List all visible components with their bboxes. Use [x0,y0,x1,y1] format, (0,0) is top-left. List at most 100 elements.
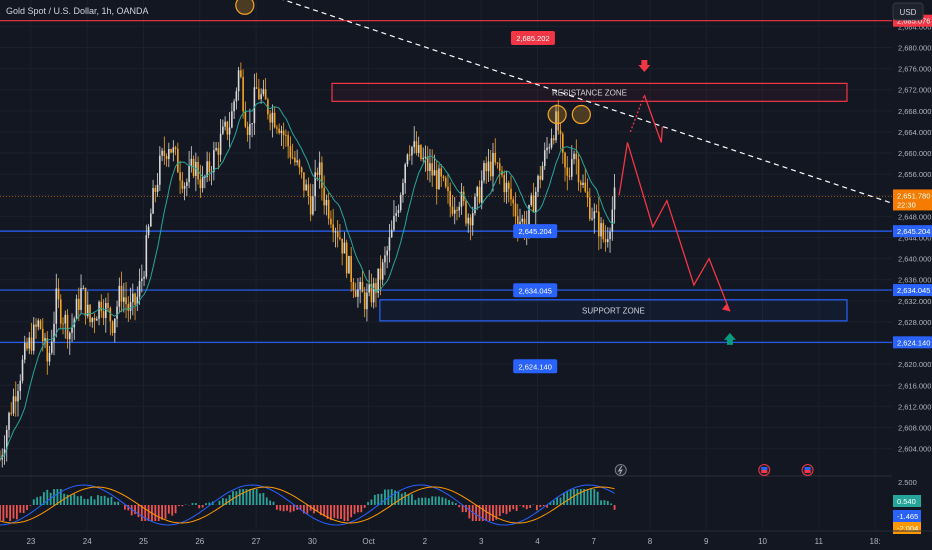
candle-body [528,204,530,226]
candle-body [415,141,418,154]
macd-histogram-bar [542,505,545,507]
macd-histogram-bar [107,497,109,505]
macd-histogram-bar [137,505,140,518]
sell-arrow-icon [638,59,651,72]
macd-histogram-bar [29,505,32,506]
candle-body [280,130,283,134]
candle-body [168,149,170,160]
candle-body [296,160,298,163]
macd-histogram-bar [127,505,130,511]
candle-body [532,195,535,213]
macd-histogram-bar [458,505,461,508]
candle-body [492,152,494,177]
candle-body [48,352,51,362]
macd-histogram-bar [539,505,542,507]
candle-body [393,215,395,230]
candle-body [39,320,42,329]
candle-body [181,180,184,189]
candle-body [318,162,321,175]
macd-histogram-bar [431,496,434,505]
candle-body [134,293,136,305]
candle-body [80,288,82,310]
candle-body [309,196,312,215]
macd-histogram-bar [238,489,241,505]
forecast-dotted [629,94,645,133]
macd-histogram-bar [512,505,515,510]
macd-histogram-bar [323,505,326,517]
macd-histogram-bar [350,505,353,518]
trendline [282,0,893,204]
macd-histogram-bar [427,498,430,505]
candle-body [228,127,231,135]
candle-body [37,320,40,327]
macd-histogram-bar [448,499,450,505]
macd-histogram-bar [39,496,42,505]
candle-body [300,167,303,173]
candle-body [507,182,510,189]
candle-body [516,216,519,227]
candle-body [379,268,382,280]
macd-histogram-bar [83,498,86,505]
candle-body [494,152,497,163]
candle-body [352,282,355,291]
macd-histogram-bar [275,505,278,510]
candle-body [141,278,143,282]
macd-histogram-bar [390,489,393,505]
candle-body [555,111,557,141]
macd-histogram-bar [0,505,1,521]
macd-histogram-bar [559,497,562,505]
macd-histogram-bar [171,505,174,516]
macd-histogram-bar [32,499,35,505]
currency-box[interactable] [892,2,924,21]
candle-body [172,147,175,153]
axis-level-tag-text: 2,645.204 [897,227,930,236]
macd-histogram-bar [498,505,501,517]
price-axis-tick: 2,684.000 [898,22,931,31]
macd-histogram-bar [164,505,167,519]
macd-histogram-bar [157,505,160,521]
candle-body [444,177,447,187]
candle-body [8,412,10,430]
macd-line [0,484,615,526]
macd-histogram-bar [174,505,177,514]
macd-histogram-bar [411,494,413,505]
candle-body [321,162,323,189]
macd-histogram-bar [97,495,99,505]
candle-body [161,150,163,156]
candle-body [12,396,15,414]
candle-body [447,186,449,192]
macd-histogram-bar [360,505,363,513]
candle-body [487,161,490,172]
macd-histogram-bar [353,505,356,514]
candle-body [480,180,483,203]
candle-body [537,175,539,192]
macd-histogram-bar [461,505,464,513]
macd-histogram-bar [286,505,288,511]
candle-body [564,152,566,168]
macd-histogram-bar [357,505,359,513]
high-marker-circle [547,104,567,125]
candle-body [546,147,548,151]
candle-body [449,191,452,207]
candle-body [521,218,524,222]
candle-body [19,380,22,392]
candle-body [510,188,512,200]
resistance-zone-box [331,82,848,102]
level-data-label-box [513,283,558,298]
macd-value-text: 0.540 [897,497,916,506]
macd-histogram-bar [505,505,508,515]
candle-body [177,148,179,173]
candle-body [66,314,69,340]
time-axis-tick: 11 [815,537,824,546]
macd-histogram-bar [181,505,184,507]
candle-body [370,284,373,303]
macd-histogram-bar [414,499,417,505]
macd-histogram-bar [140,505,143,521]
macd-histogram-bar [502,505,505,514]
candle-body [541,166,544,180]
macd-value-tag [893,495,921,507]
macd-histogram-bar [2,505,5,521]
candle-body [359,281,361,290]
candle-body [120,285,123,302]
